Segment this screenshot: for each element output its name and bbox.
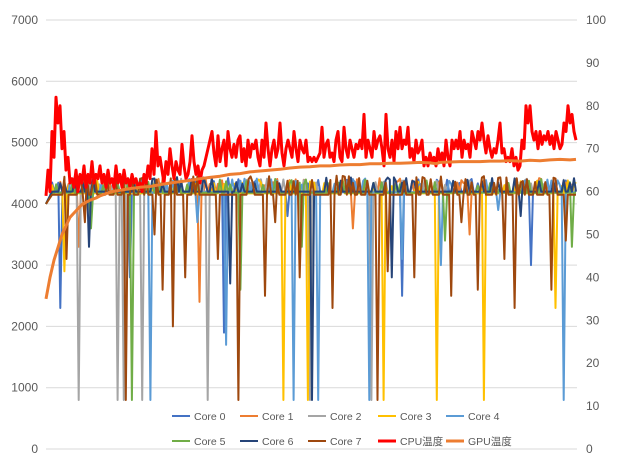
legend-label: Core 1 bbox=[262, 411, 294, 423]
right-tick-label: 10 bbox=[586, 399, 600, 413]
right-tick-label: 80 bbox=[586, 99, 600, 113]
left-tick-label: 3000 bbox=[11, 258, 38, 272]
right-tick-label: 30 bbox=[586, 313, 600, 327]
left-tick-label: 4000 bbox=[11, 197, 38, 211]
right-tick-label: 20 bbox=[586, 356, 600, 370]
left-tick-label: 6000 bbox=[11, 74, 38, 88]
right-tick-label: 40 bbox=[586, 270, 600, 284]
legend-label: Core 0 bbox=[194, 411, 226, 423]
legend-label: Core 4 bbox=[468, 411, 500, 423]
series-line-gpu温度 bbox=[44, 157, 577, 300]
legend-label: Core 2 bbox=[330, 411, 362, 423]
left-tick-label: 0 bbox=[31, 442, 38, 456]
right-tick-label: 100 bbox=[586, 13, 606, 27]
legend-label: GPU温度 bbox=[468, 435, 512, 448]
legend-label: CPU温度 bbox=[400, 435, 444, 448]
left-tick-label: 1000 bbox=[11, 381, 38, 395]
right-tick-label: 50 bbox=[586, 228, 600, 242]
legend-label: Core 6 bbox=[262, 436, 294, 448]
right-tick-label: 90 bbox=[586, 56, 600, 70]
right-tick-label: 0 bbox=[586, 442, 593, 456]
left-axis-ticks: 0 1000 2000 3000 4000 5000 6000 7000 bbox=[11, 13, 38, 456]
right-tick-label: 60 bbox=[586, 185, 600, 199]
legend-label: Core 3 bbox=[400, 411, 432, 423]
series-line-cpu温度 bbox=[44, 95, 578, 197]
left-tick-label: 7000 bbox=[11, 13, 38, 27]
right-axis-ticks: 0 10 20 30 40 50 60 70 80 90 100 bbox=[586, 13, 606, 456]
left-tick-label: 5000 bbox=[11, 136, 38, 150]
legend: Core 0 Core 1 Core 2 Core 3 Core 4 Core 5 Core… bbox=[172, 411, 512, 448]
legend-label: Core 7 bbox=[330, 436, 362, 448]
right-tick-label: 70 bbox=[586, 142, 600, 156]
legend-label: Core 5 bbox=[194, 436, 226, 448]
series-line-core-7 bbox=[45, 174, 576, 401]
plot-area bbox=[44, 95, 578, 401]
left-tick-label: 2000 bbox=[11, 319, 38, 333]
